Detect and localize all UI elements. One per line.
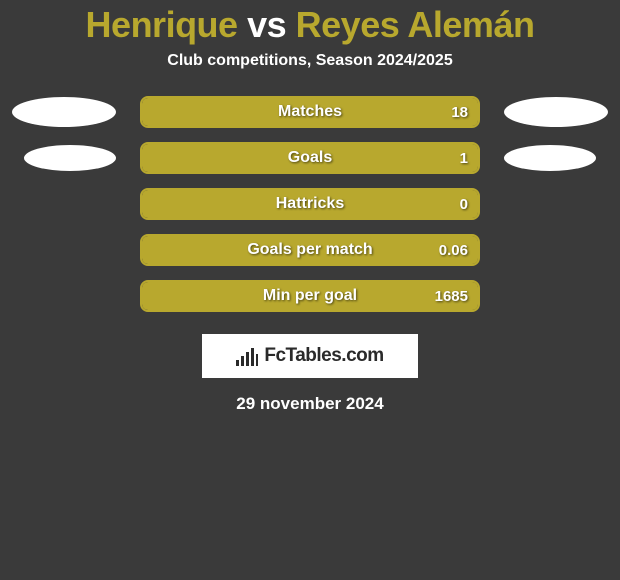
stat-row: Min per goal1685 bbox=[6, 280, 614, 312]
source-logo: FcTables.com bbox=[202, 334, 418, 378]
player2-name: Reyes Alemán bbox=[296, 4, 535, 45]
page-title: Henrique vs Reyes Alemán bbox=[86, 4, 535, 46]
vs-text: vs bbox=[247, 4, 286, 45]
stat-row: Goals1 bbox=[6, 142, 614, 174]
stat-value: 18 bbox=[451, 98, 468, 126]
stat-bar: Hattricks0 bbox=[140, 188, 480, 220]
stat-label: Min per goal bbox=[142, 282, 478, 310]
bar-chart-icon bbox=[236, 346, 258, 366]
player1-indicator bbox=[24, 145, 116, 171]
stat-bar: Goals per match0.06 bbox=[140, 234, 480, 266]
stat-bar: Goals1 bbox=[140, 142, 480, 174]
stat-label: Hattricks bbox=[142, 190, 478, 218]
stat-bar: Min per goal1685 bbox=[140, 280, 480, 312]
stat-value: 1 bbox=[460, 144, 468, 172]
stat-value: 1685 bbox=[435, 282, 468, 310]
date-text: 29 november 2024 bbox=[236, 394, 383, 414]
player1-indicator bbox=[12, 97, 116, 127]
player2-indicator bbox=[504, 145, 596, 171]
subtitle: Club competitions, Season 2024/2025 bbox=[167, 52, 452, 70]
comparison-card: Henrique vs Reyes Alemán Club competitio… bbox=[0, 0, 620, 580]
stats-list: Matches18 Goals1 Hattricks0 Goals per match… bbox=[6, 96, 614, 326]
player2-indicator bbox=[504, 97, 608, 127]
stat-row: Matches18 bbox=[6, 96, 614, 128]
logo-text: FcTables.com bbox=[264, 345, 383, 367]
stat-value: 0.06 bbox=[439, 236, 468, 264]
stat-value: 0 bbox=[460, 190, 468, 218]
stat-label: Goals bbox=[142, 144, 478, 172]
player1-name: Henrique bbox=[86, 4, 238, 45]
stat-label: Goals per match bbox=[142, 236, 478, 264]
stat-row: Hattricks0 bbox=[6, 188, 614, 220]
stat-row: Goals per match0.06 bbox=[6, 234, 614, 266]
stat-label: Matches bbox=[142, 98, 478, 126]
stat-bar: Matches18 bbox=[140, 96, 480, 128]
